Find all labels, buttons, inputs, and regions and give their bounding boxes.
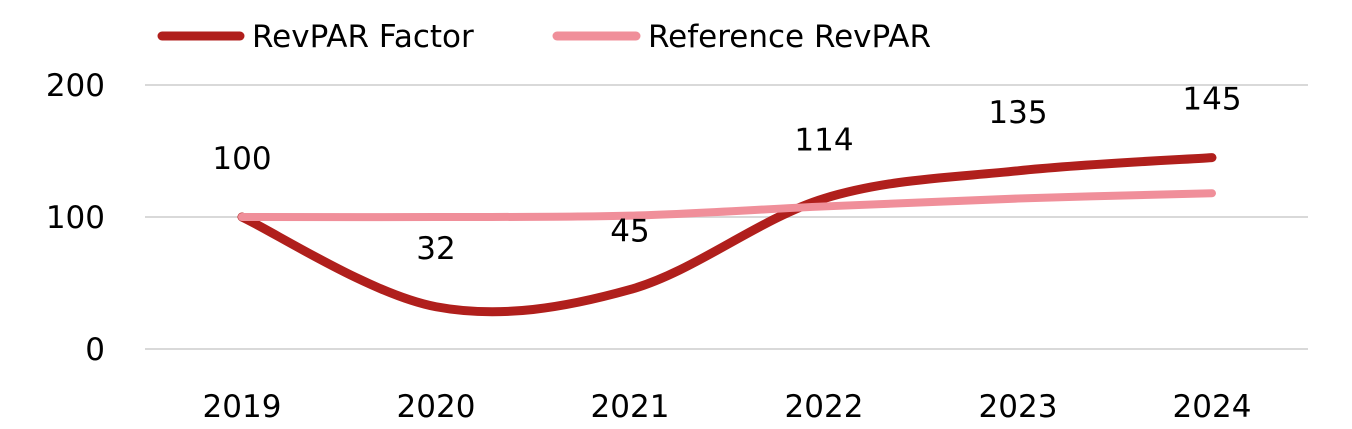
series-line-revpar-factor	[237, 153, 1217, 317]
series-layer	[237, 153, 1217, 317]
x-axis: 2019 2020 2021 2022 2023 2024	[203, 389, 1252, 425]
data-label: 135	[988, 95, 1047, 131]
y-tick-label: 0	[85, 332, 105, 368]
data-label: 100	[212, 141, 271, 177]
data-label: 32	[416, 231, 455, 267]
y-axis: 0 100 200	[46, 68, 105, 368]
data-label: 45	[610, 214, 649, 250]
x-tick-label: 2021	[591, 389, 670, 425]
legend-item-revpar-factor: RevPAR Factor	[157, 19, 474, 55]
legend-item-reference-revpar: Reference RevPAR	[552, 19, 931, 55]
x-tick-label: 2023	[979, 389, 1058, 425]
data-label: 114	[794, 123, 853, 159]
x-tick-label: 2020	[397, 389, 476, 425]
legend: RevPAR Factor Reference RevPAR	[157, 19, 931, 55]
x-tick-label: 2022	[785, 389, 864, 425]
data-label: 145	[1182, 82, 1241, 118]
data-labels: 100 32 45 114 135 145	[212, 82, 1241, 267]
y-tick-label: 200	[46, 68, 105, 104]
x-tick-label: 2024	[1173, 389, 1252, 425]
y-tick-label: 100	[46, 200, 105, 236]
legend-label: RevPAR Factor	[252, 19, 474, 55]
legend-label: Reference RevPAR	[648, 19, 931, 55]
series-line-reference-revpar	[238, 189, 1216, 222]
x-tick-label: 2019	[203, 389, 282, 425]
